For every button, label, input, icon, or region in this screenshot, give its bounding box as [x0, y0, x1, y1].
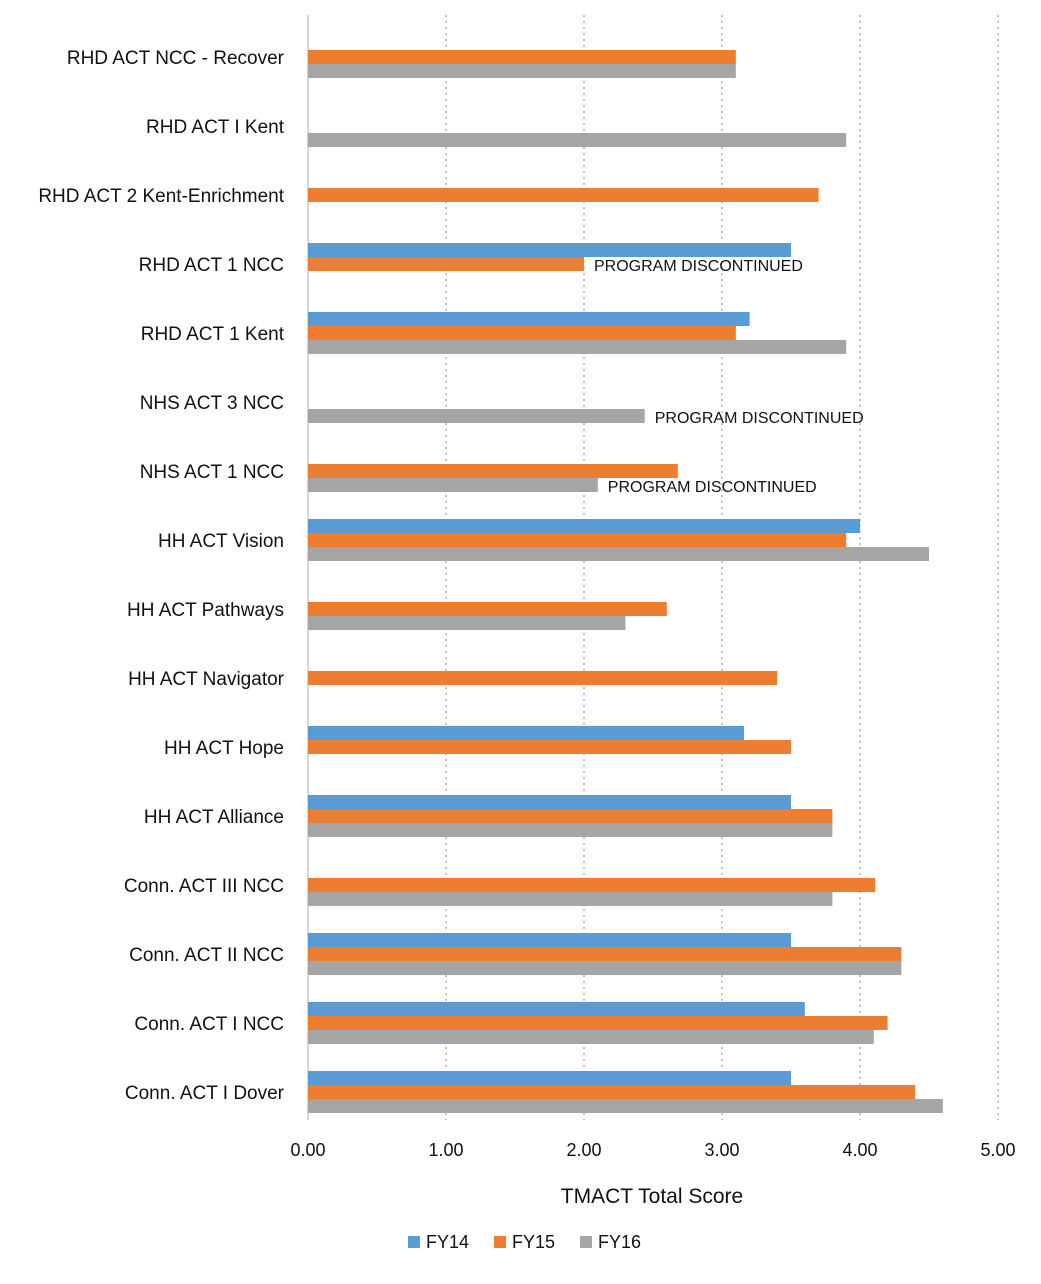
x-tick-label: 1.00 [428, 1140, 463, 1160]
category-label: Conn. ACT II NCC [129, 945, 284, 966]
bar-fy15 [308, 464, 678, 478]
bar-fy14 [308, 243, 791, 257]
bar-fy15 [308, 1085, 916, 1099]
category-label: Conn. ACT I Dover [125, 1083, 285, 1104]
category-label: Conn. ACT III NCC [124, 876, 284, 897]
bar-fy14 [308, 795, 791, 809]
bar-fy15 [308, 188, 819, 202]
bar-fy14 [308, 933, 791, 947]
bar-fy15 [308, 671, 778, 685]
bar-fy14 [308, 312, 750, 326]
bar-fy15 [308, 878, 876, 892]
x-axis-title: TMACT Total Score [561, 1185, 743, 1208]
legend-label-fy16: FY16 [598, 1232, 641, 1252]
bar-fy16 [308, 64, 736, 78]
x-tick-label: 0.00 [290, 1140, 325, 1160]
category-label: NHS ACT 1 NCC [140, 462, 284, 483]
bar-fy15 [308, 947, 902, 961]
bar-fy16 [308, 340, 847, 354]
bar-fy16 [308, 547, 929, 561]
legend-swatch-fy16 [580, 1236, 592, 1248]
bar-fy14 [308, 726, 745, 740]
category-label: HH ACT Alliance [144, 807, 284, 828]
category-label: RHD ACT 1 NCC [139, 255, 284, 276]
bar-fy16 [308, 1099, 943, 1113]
category-label: HH ACT Hope [164, 738, 284, 759]
bar-fy16 [308, 133, 847, 147]
x-tick-label: 2.00 [566, 1140, 601, 1160]
bar-fy14 [308, 1002, 805, 1016]
x-tick-label: 4.00 [842, 1140, 877, 1160]
legend-swatch-fy15 [494, 1236, 506, 1248]
category-label: HH ACT Pathways [127, 600, 284, 621]
bar-fy15 [308, 533, 847, 547]
category-label: RHD ACT 2 Kent-Enrichment [38, 186, 284, 207]
bar-fy15 [308, 809, 833, 823]
annotation-label: PROGRAM DISCONTINUED [594, 258, 803, 275]
annotation-label: PROGRAM DISCONTINUED [655, 410, 864, 427]
bar-fy15 [308, 1016, 888, 1030]
annotation-label: PROGRAM DISCONTINUED [608, 479, 817, 496]
category-label: RHD ACT I Kent [146, 117, 285, 138]
category-label: Conn. ACT I NCC [134, 1014, 284, 1035]
category-label: HH ACT Vision [158, 531, 284, 552]
legend-label-fy15: FY15 [512, 1232, 555, 1252]
bar-fy15 [308, 602, 667, 616]
category-label: RHD ACT NCC - Recover [67, 48, 285, 69]
bar-fy16 [308, 478, 598, 492]
bar-fy16 [308, 616, 626, 630]
bar-fy16 [308, 1030, 874, 1044]
category-label: RHD ACT 1 Kent [141, 324, 285, 345]
bar-fy15 [308, 257, 584, 271]
bar-fy14 [308, 1071, 791, 1085]
bar-fy15 [308, 50, 736, 64]
legend-label-fy14: FY14 [426, 1232, 469, 1252]
legend-swatch-fy14 [408, 1236, 420, 1248]
bar-fy16 [308, 409, 645, 423]
category-label: HH ACT Navigator [128, 669, 285, 690]
bar-fy14 [308, 519, 860, 533]
bar-fy16 [308, 892, 833, 906]
bar-fy16 [308, 961, 902, 975]
bar-fy15 [308, 326, 736, 340]
x-tick-label: 3.00 [704, 1140, 739, 1160]
category-label: NHS ACT 3 NCC [140, 393, 284, 414]
bar-fy16 [308, 823, 833, 837]
bar-fy15 [308, 740, 791, 754]
x-tick-label: 5.00 [980, 1140, 1015, 1160]
